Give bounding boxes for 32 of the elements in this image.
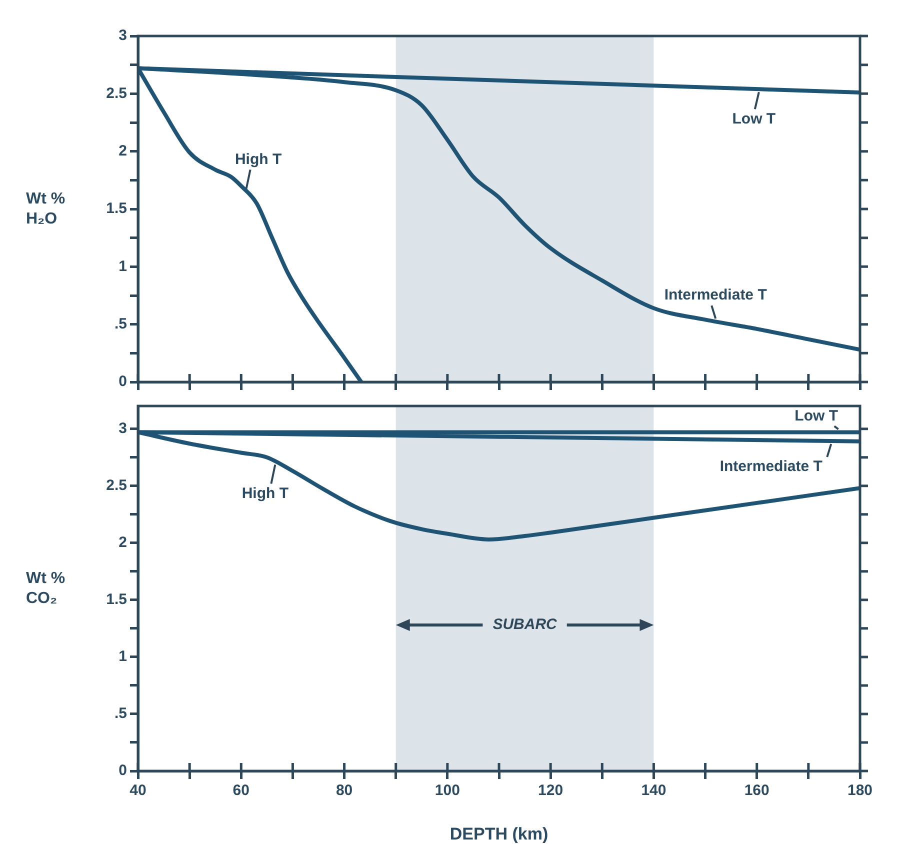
y-tick-label: 3 <box>118 27 127 44</box>
y-tick-label: 2 <box>118 534 127 552</box>
x-axis-title: DEPTH (km) <box>450 824 548 844</box>
x-tick-label: 160 <box>744 782 770 800</box>
series-label: Intermediate T <box>720 458 822 476</box>
y-tick-label: 1.5 <box>106 591 127 608</box>
series-label: Intermediate T <box>664 286 767 304</box>
x-tick-label: 60 <box>232 782 250 800</box>
y-tick-label: .5 <box>114 705 127 722</box>
x-tick-label: 120 <box>538 782 564 800</box>
y-tick-label: 2 <box>118 142 127 160</box>
series-label: High T <box>242 484 289 502</box>
y-tick-label: 1.5 <box>106 200 127 218</box>
y-tick-label: .5 <box>114 315 127 332</box>
x-tick-label: 80 <box>336 782 353 800</box>
y-tick-label: 1 <box>118 258 127 275</box>
x-tick-label: 180 <box>847 782 873 800</box>
y-tick-label: 3 <box>118 420 127 437</box>
x-tick-label: 40 <box>130 782 146 800</box>
y-tick-label: 1 <box>118 648 127 666</box>
series-label: Low T <box>732 110 776 128</box>
y-axis-title: Wt % H₂O <box>26 190 66 228</box>
x-tick-label: 100 <box>434 782 460 800</box>
series-label: Low T <box>794 407 838 424</box>
y-tick-label: 0 <box>118 373 127 390</box>
y-tick-label: 2.5 <box>106 84 127 102</box>
x-tick-label: 140 <box>641 782 666 800</box>
y-tick-label: 2.5 <box>106 476 127 494</box>
series-label: High T <box>234 150 282 168</box>
y-tick-label: 0 <box>118 762 127 780</box>
y-axis-title: Wt % CO₂ <box>26 570 66 607</box>
band-label: SUBARC <box>492 616 558 634</box>
